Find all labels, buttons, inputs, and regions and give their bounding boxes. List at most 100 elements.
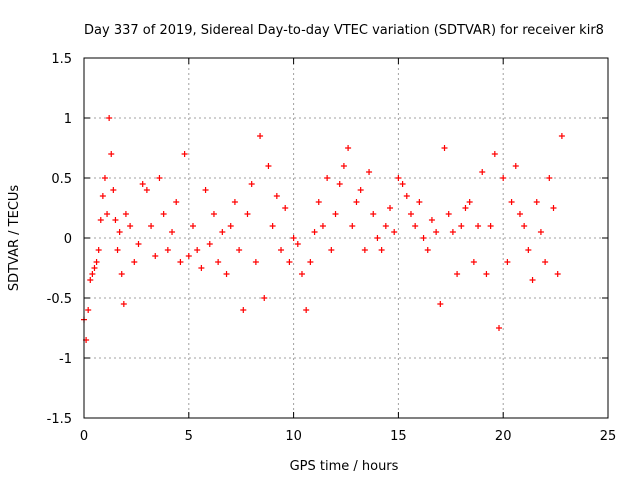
data-point (483, 271, 490, 277)
data-point (104, 211, 111, 217)
data-point (290, 235, 297, 241)
data-point (120, 301, 127, 307)
data-point (550, 205, 557, 211)
data-point (143, 187, 150, 193)
data-point (412, 223, 419, 229)
data-point (537, 229, 544, 235)
data-point (244, 211, 251, 217)
data-point (554, 271, 561, 277)
data-point (278, 247, 285, 253)
y-tick-label: 1 (64, 112, 72, 127)
data-point (353, 199, 360, 205)
y-axis-label: SDTVAR / TECUs (7, 185, 22, 292)
data-point (345, 145, 352, 151)
axis-ticks: 0 5 10 15 20 25 1.5 1 0.5 0 -0.5 -1 -1.5 (47, 52, 617, 444)
data-point (454, 271, 461, 277)
data-point (332, 211, 339, 217)
data-point (466, 199, 473, 205)
data-point (127, 223, 134, 229)
data-point (512, 163, 519, 169)
x-tick-label: 15 (390, 429, 407, 444)
data-point (219, 229, 226, 235)
data-point (160, 211, 167, 217)
data-point (173, 199, 180, 205)
data-point (416, 199, 423, 205)
data-point (110, 187, 117, 193)
data-point (428, 217, 435, 223)
data-point (294, 241, 301, 247)
x-axis-label: GPS time / hours (290, 459, 399, 474)
data-point (257, 133, 264, 139)
data-point (311, 229, 318, 235)
data-point (328, 247, 335, 253)
data-point (475, 223, 482, 229)
data-point (227, 223, 234, 229)
data-point (189, 223, 196, 229)
data-point (491, 151, 498, 157)
data-points (81, 115, 565, 343)
data-point (185, 253, 192, 259)
data-point (156, 175, 163, 181)
y-tick-label: 0 (64, 232, 72, 247)
data-point (99, 193, 106, 199)
data-point (131, 259, 138, 265)
data-point (118, 271, 125, 277)
data-point (248, 181, 255, 187)
data-point (269, 223, 276, 229)
data-point (89, 271, 96, 277)
data-point (349, 223, 356, 229)
chart-title: Day 337 of 2019, Sidereal Day-to-day VTE… (84, 23, 604, 38)
data-point (487, 223, 494, 229)
data-point (210, 211, 217, 217)
data-point (319, 223, 326, 229)
data-point (382, 223, 389, 229)
data-point (378, 247, 385, 253)
data-point (112, 217, 119, 223)
y-tick-label: -1.5 (47, 412, 72, 427)
data-point (441, 145, 448, 151)
data-point (420, 235, 427, 241)
data-point (370, 211, 377, 217)
data-point (516, 211, 523, 217)
data-point (198, 265, 205, 271)
data-point (546, 175, 553, 181)
data-point (135, 241, 142, 247)
data-point (97, 217, 104, 223)
data-point (433, 229, 440, 235)
data-point (273, 193, 280, 199)
data-point (361, 247, 368, 253)
data-point (542, 259, 549, 265)
data-point (252, 259, 259, 265)
data-point (202, 187, 209, 193)
x-tick-label: 20 (495, 429, 512, 444)
data-point (303, 307, 310, 313)
data-point (152, 253, 159, 259)
data-point (116, 229, 123, 235)
x-tick-label: 25 (600, 429, 617, 444)
data-point (479, 169, 486, 175)
data-point (85, 307, 92, 313)
data-point (508, 199, 515, 205)
data-point (240, 307, 247, 313)
data-point (177, 259, 184, 265)
data-point (533, 199, 540, 205)
data-point (307, 259, 314, 265)
data-point (223, 271, 230, 277)
data-point (336, 181, 343, 187)
data-point (215, 259, 222, 265)
data-point (286, 259, 293, 265)
grid (84, 58, 608, 418)
data-point (101, 175, 108, 181)
data-point (340, 163, 347, 169)
y-tick-label: 0.5 (51, 172, 72, 187)
data-point (407, 211, 414, 217)
data-point (357, 187, 364, 193)
data-point (462, 205, 469, 211)
data-point (449, 229, 456, 235)
data-point (315, 199, 322, 205)
data-point (231, 199, 238, 205)
data-point (387, 205, 394, 211)
data-point (496, 325, 503, 331)
data-point (236, 247, 243, 253)
